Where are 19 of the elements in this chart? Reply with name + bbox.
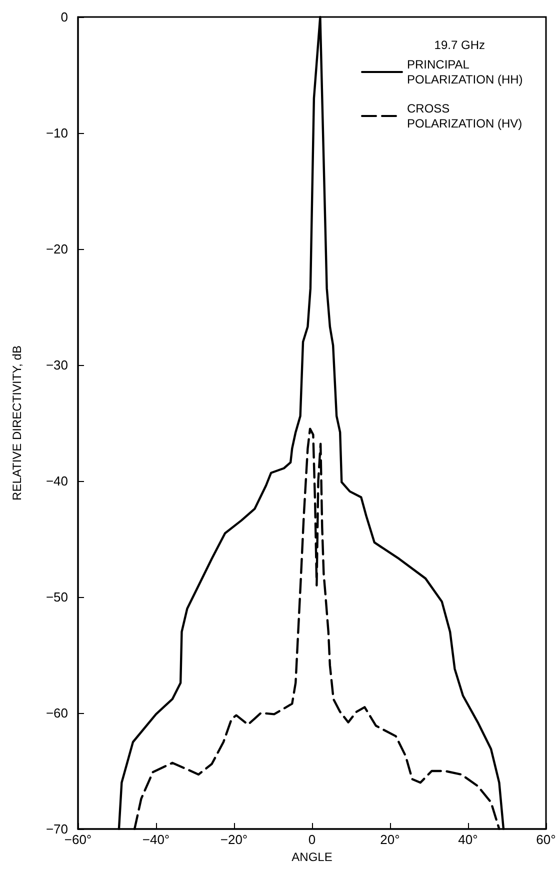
x-tick-label: 0 <box>308 832 316 847</box>
y-tick-label: −20 <box>46 242 68 256</box>
x-tick-label: 60° <box>536 832 556 847</box>
legend-label: CROSS POLARIZATION (HV) <box>407 102 522 130</box>
x-tick-label: 40° <box>458 832 478 847</box>
y-axis-title: RELATIVE DIRECTIVITY, dB <box>10 346 24 500</box>
legend-title: 19.7 GHz <box>434 38 486 52</box>
y-tick-label: −60 <box>46 706 68 720</box>
y-tick-label: 0 <box>60 10 68 24</box>
y-tick-label: −10 <box>46 126 68 140</box>
x-axis-title: ANGLE <box>292 850 332 864</box>
x-tick-label: 20° <box>380 832 400 847</box>
y-tick-label: −30 <box>46 358 68 372</box>
y-tick-label: −50 <box>46 590 68 604</box>
y-tick-label: −70 <box>46 822 68 836</box>
x-tick-label: −20° <box>220 832 248 847</box>
y-tick-label: −40 <box>46 474 68 488</box>
x-tick-label: −40° <box>142 832 170 847</box>
legend-label: PRINCIPAL POLARIZATION (HH) <box>407 58 523 86</box>
